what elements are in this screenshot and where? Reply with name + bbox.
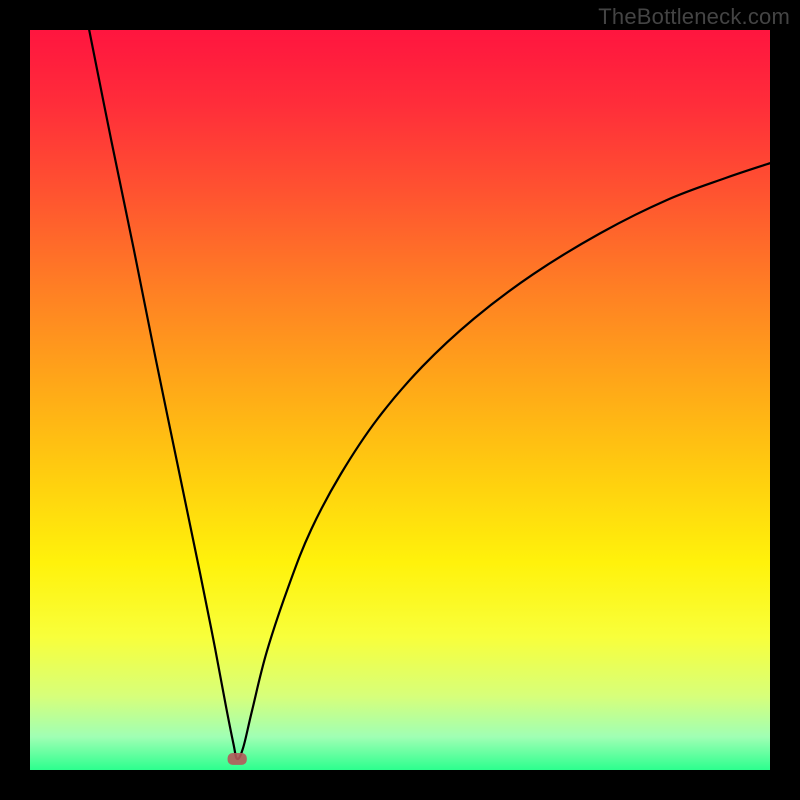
bottleneck-curve-chart [0, 0, 800, 800]
watermark-text: TheBottleneck.com [598, 4, 790, 30]
plot-background [30, 30, 770, 770]
minimum-marker [228, 753, 247, 765]
chart-container: TheBottleneck.com [0, 0, 800, 800]
